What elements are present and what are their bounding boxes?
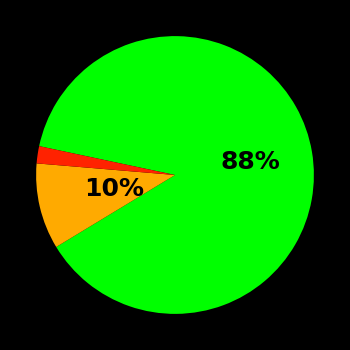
Text: 10%: 10% <box>84 177 144 201</box>
Wedge shape <box>37 146 175 175</box>
Wedge shape <box>39 36 314 314</box>
Text: 88%: 88% <box>220 150 280 174</box>
Wedge shape <box>36 163 175 247</box>
